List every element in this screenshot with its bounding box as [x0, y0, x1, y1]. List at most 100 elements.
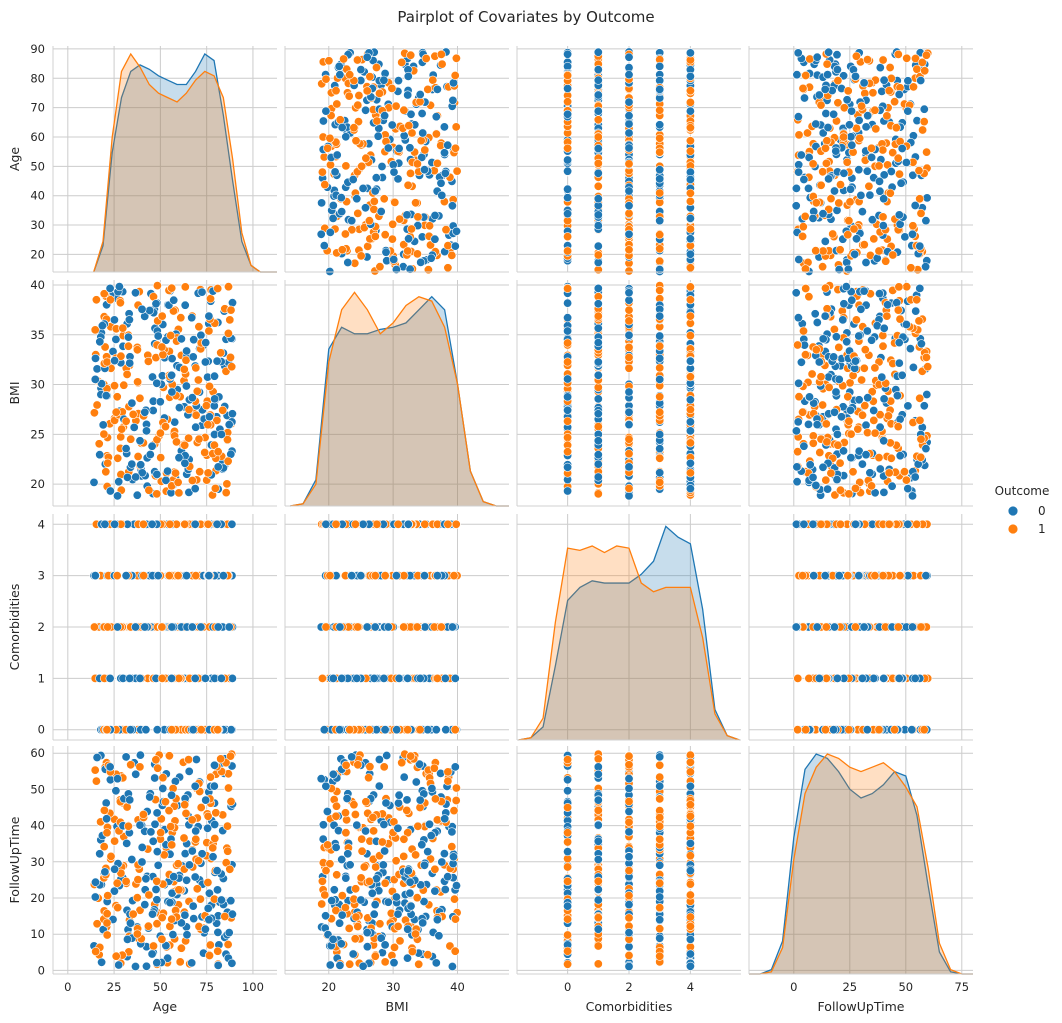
scatter-point-outcome-0 [792, 427, 800, 435]
scatter-point-outcome-0 [381, 941, 389, 949]
scatter-point-outcome-0 [381, 726, 389, 734]
scatter-point-outcome-1 [228, 363, 236, 371]
scatter-point-outcome-1 [323, 144, 331, 152]
scatter-point-outcome-0 [625, 775, 633, 783]
scatter-point-outcome-1 [793, 726, 801, 734]
scatter-point-outcome-0 [102, 815, 110, 823]
scatter-point-outcome-1 [625, 160, 633, 168]
scatter-point-outcome-1 [172, 438, 180, 446]
scatter-point-outcome-1 [431, 865, 439, 873]
scatter-point-outcome-1 [594, 133, 602, 141]
scatter-point-outcome-1 [836, 486, 844, 494]
scatter-point-outcome-0 [594, 76, 602, 84]
scatter-point-outcome-0 [656, 85, 664, 93]
scatter-point-outcome-1 [857, 102, 865, 110]
scatter-point-outcome-0 [858, 207, 866, 215]
scatter-point-outcome-0 [153, 809, 161, 817]
scatter-point-outcome-1 [822, 623, 830, 631]
scatter-point-outcome-0 [357, 571, 365, 579]
scatter-point-outcome-0 [188, 623, 196, 631]
ytick-label: 40 [30, 189, 45, 203]
scatter-point-outcome-1 [827, 194, 835, 202]
scatter-point-outcome-1 [421, 520, 429, 528]
scatter-point-outcome-1 [827, 469, 835, 477]
xtick-label: 50 [153, 980, 168, 994]
scatter-point-outcome-0 [563, 393, 571, 401]
scatter-point-outcome-1 [371, 232, 379, 240]
scatter-point-outcome-1 [116, 299, 124, 307]
scatter-point-outcome-0 [908, 623, 916, 631]
scatter-point-outcome-1 [834, 441, 842, 449]
scatter-point-outcome-0 [141, 623, 149, 631]
scatter-point-outcome-0 [792, 289, 800, 297]
scatter-point-outcome-0 [920, 402, 928, 410]
scatter-point-outcome-0 [448, 828, 456, 836]
scatter-point-outcome-0 [112, 787, 120, 795]
scatter-point-outcome-1 [822, 159, 830, 167]
scatter-point-outcome-0 [90, 478, 98, 486]
scatter-point-outcome-1 [380, 763, 388, 771]
scatter-point-outcome-1 [432, 130, 440, 138]
scatter-point-outcome-1 [913, 520, 921, 528]
scatter-point-outcome-1 [404, 181, 412, 189]
scatter-point-outcome-0 [421, 623, 429, 631]
scatter-point-outcome-0 [110, 356, 118, 364]
scatter-point-outcome-0 [363, 943, 371, 951]
scatter-point-outcome-1 [808, 370, 816, 378]
scatter-point-outcome-1 [133, 346, 141, 354]
scatter-point-outcome-1 [411, 930, 419, 938]
scatter-point-outcome-1 [153, 877, 161, 885]
scatter-point-outcome-0 [811, 310, 819, 318]
scatter-point-outcome-0 [182, 382, 190, 390]
scatter-point-outcome-1 [325, 57, 333, 65]
scatter-point-outcome-0 [342, 874, 350, 882]
scatter-point-outcome-1 [433, 674, 441, 682]
scatter-point-outcome-1 [903, 54, 911, 62]
scatter-point-outcome-0 [843, 338, 851, 346]
scatter-point-outcome-1 [104, 459, 112, 467]
scatter-point-outcome-1 [625, 353, 633, 361]
scatter-point-outcome-1 [157, 829, 165, 837]
scatter-point-outcome-0 [451, 242, 459, 250]
scatter-point-outcome-0 [348, 217, 356, 225]
scatter-point-outcome-1 [563, 433, 571, 441]
scatter-point-outcome-0 [166, 898, 174, 906]
scatter-point-outcome-1 [318, 877, 326, 885]
scatter-point-outcome-1 [166, 520, 174, 528]
scatter-point-outcome-0 [594, 169, 602, 177]
scatter-point-outcome-1 [844, 393, 852, 401]
scatter-point-outcome-1 [354, 101, 362, 109]
scatter-point-outcome-1 [211, 834, 219, 842]
scatter-point-outcome-1 [117, 433, 125, 441]
ytick-label: 20 [30, 891, 45, 905]
scatter-point-outcome-1 [195, 435, 203, 443]
scatter-point-outcome-1 [119, 324, 127, 332]
scatter-point-outcome-0 [177, 335, 185, 343]
scatter-point-outcome-1 [217, 755, 225, 763]
scatter-point-outcome-1 [227, 797, 235, 805]
scatter-point-outcome-1 [171, 469, 179, 477]
scatter-point-outcome-0 [852, 235, 860, 243]
scatter-point-outcome-0 [594, 91, 602, 99]
scatter-point-outcome-1 [182, 809, 190, 817]
scatter-point-outcome-1 [801, 212, 809, 220]
scatter-point-outcome-1 [686, 822, 694, 830]
scatter-point-outcome-1 [209, 844, 217, 852]
scatter-point-outcome-0 [860, 623, 868, 631]
scatter-point-outcome-1 [158, 935, 166, 943]
scatter-point-outcome-1 [161, 798, 169, 806]
scatter-point-outcome-0 [896, 452, 904, 460]
scatter-point-outcome-1 [871, 571, 879, 579]
scatter-point-outcome-0 [625, 144, 633, 152]
scatter-point-outcome-1 [417, 136, 425, 144]
scatter-point-outcome-1 [846, 198, 854, 206]
scatter-point-outcome-0 [809, 214, 817, 222]
scatter-point-outcome-1 [882, 257, 890, 265]
scatter-point-outcome-1 [391, 198, 399, 206]
scatter-point-outcome-1 [165, 571, 173, 579]
scatter-point-outcome-0 [656, 354, 664, 362]
scatter-point-outcome-0 [686, 459, 694, 467]
scatter-point-outcome-1 [844, 87, 852, 95]
scatter-point-outcome-0 [380, 674, 388, 682]
scatter-point-outcome-0 [594, 107, 602, 115]
